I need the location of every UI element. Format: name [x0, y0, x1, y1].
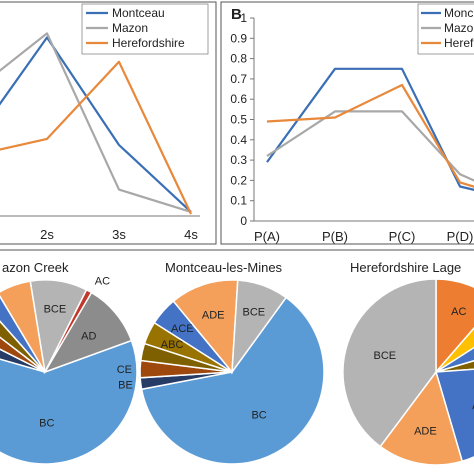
pie-slice-segment-3: [435, 360, 474, 373]
y-tick-label: 0.3: [230, 153, 247, 167]
series-line-montceau: [266, 67, 474, 191]
panel-b: B 0 0.1 0.2 0.3 0.4 0.5 0.6 0.7 0.8 0.9 1 P(A) P(B)…: [220, 1, 474, 245]
legend-label-montceau: Monc: [444, 6, 473, 20]
pie-label-bce: BCE: [44, 303, 67, 315]
series-line-herefordshire: [266, 83, 474, 188]
panel-a-series: [0, 32, 192, 215]
y-tick-label: 0.8: [230, 52, 247, 66]
x-tick-label-p-d: P(D): [447, 229, 474, 244]
pie-slice-ad: [43, 291, 133, 374]
pie-label-be: BE: [118, 380, 133, 392]
pie-mazon-creek: BC BCE AC AD: [0, 276, 138, 465]
pie-label-ade: ADE: [414, 426, 437, 438]
pie-slice-ade: [379, 370, 464, 466]
y-tick-label: 0: [240, 214, 247, 228]
y-tick-label: 1: [240, 11, 247, 25]
pie-slice-ace: [435, 368, 474, 463]
pie-label-ac: AC: [95, 276, 110, 288]
pie-slice-bce: [231, 279, 288, 375]
legend-label-montceau: Montceau: [112, 6, 165, 20]
pie-label-ade: ADE: [202, 309, 225, 321]
pie-2-title: Montceau-les-Mines: [165, 260, 283, 275]
legend-label-mazon: Mazon: [112, 21, 148, 35]
pie-panel-frame: [0, 249, 474, 251]
x-tick-label-p-a: P(A): [254, 229, 280, 244]
series-line-mazon: [266, 110, 474, 182]
y-tick-label: 0.6: [230, 92, 247, 106]
pie-label-abc: ABC: [161, 339, 184, 351]
x-tick-label-p-b: P(B): [322, 229, 348, 244]
y-tick-label: 0.4: [230, 133, 247, 147]
series-line-herefordshire: [0, 60, 192, 215]
panel-a-frame: [0, 1, 217, 245]
pie-label-ace: ACE: [171, 323, 194, 335]
pie-slice-bce: [342, 278, 437, 448]
pie-label-ac: AC: [451, 306, 466, 318]
series-line-mazon: [0, 32, 192, 213]
legend-label-herefordshire: Herefordshire: [112, 36, 185, 50]
y-tick-label: 0.2: [230, 173, 247, 187]
pie-panel: azon Creek Montceau-les-Mines Herefordsh…: [0, 249, 474, 466]
pie-label-bc: BC: [39, 418, 54, 430]
panel-b-y-ticks: 0 0.1 0.2 0.3 0.4 0.5 0.6 0.7 0.8 0.9 1: [230, 11, 254, 228]
pie-label-ce: CE: [117, 364, 132, 376]
panel-a-x-ticks: 2s 3s 4s: [40, 227, 198, 242]
y-tick-label: 0.5: [230, 113, 247, 127]
pie-slice-ac: [435, 278, 474, 375]
x-tick-label-p-c: P(C): [389, 229, 416, 244]
x-tick-label-3s: 3s: [112, 227, 126, 242]
panel-b-frame: [220, 1, 474, 245]
pie-label-ace: ACE: [472, 400, 474, 412]
panel-b-x-ticks: P(A) P(B) P(C) P(D): [254, 229, 473, 244]
x-tick-label-2s: 2s: [40, 227, 54, 242]
pie-label-bce: BCE: [242, 306, 265, 318]
series-line-montceau: [0, 36, 192, 213]
pie-slice-ade: [172, 279, 239, 374]
x-tick-label-4s: 4s: [184, 227, 198, 242]
legend-label-herefordshire: Heref: [444, 36, 474, 50]
panel-b-letter: B: [231, 6, 242, 23]
pie-slice-segment-1: [435, 327, 474, 373]
pie-label-ad: AD: [81, 331, 96, 343]
pie-montceau-les-mines: BC BE CE ABC ACE ADE BCE: [117, 279, 325, 465]
panel-b-series: [266, 67, 474, 191]
pie-slice-bc: [0, 339, 138, 465]
legend-label-mazon: Mazo: [444, 21, 474, 35]
pie-3-title: Herefordshire Lage: [350, 260, 461, 275]
pie-herefordshire: AC ACE ADE BCE: [342, 278, 474, 466]
y-tick-label: 0.1: [230, 194, 247, 208]
pie-label-bc: BC: [251, 410, 266, 422]
pie-1-title: azon Creek: [2, 260, 69, 275]
y-tick-label: 0.7: [230, 72, 247, 86]
y-tick-label: 0.9: [230, 31, 247, 45]
pie-label-bce: BCE: [373, 350, 396, 362]
pie-slice-bc: [140, 296, 325, 465]
pie-slice-segment-2: [435, 346, 474, 373]
